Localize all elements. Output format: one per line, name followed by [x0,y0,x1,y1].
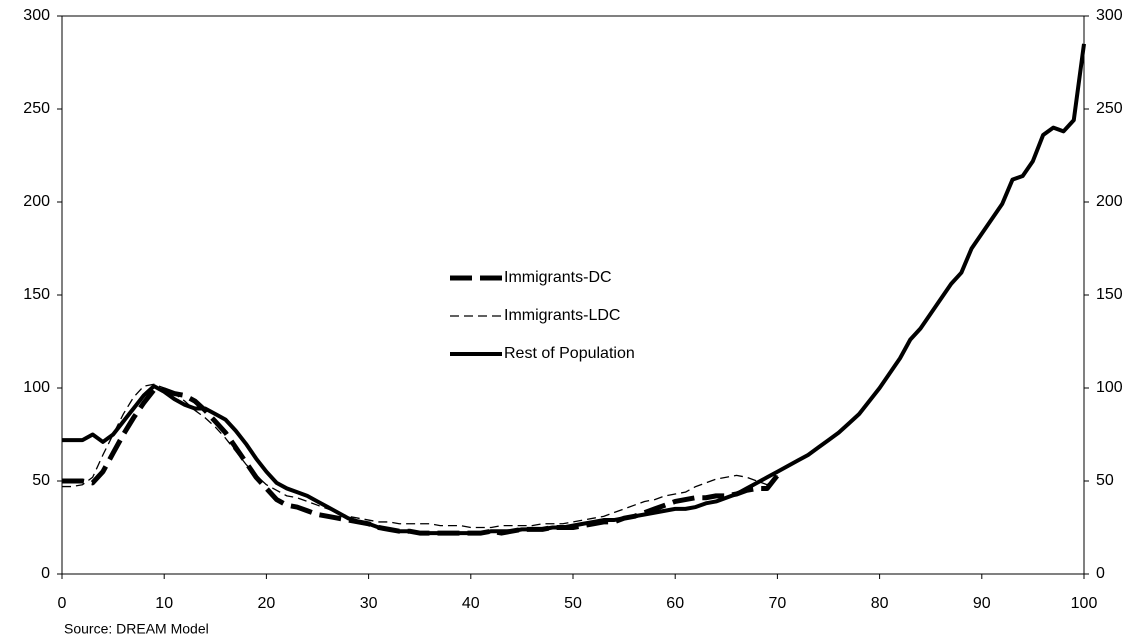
x-tick-label: 20 [258,595,276,612]
y2-tick-label: 50 [1096,472,1114,489]
y2-tick-label: 150 [1096,286,1123,303]
y-tick-label: 300 [23,7,50,24]
y2-tick-label: 300 [1096,7,1123,24]
legend-label: Immigrants-DC [504,269,612,286]
x-tick-label: 60 [666,595,684,612]
x-tick-label: 40 [462,595,480,612]
series-line [62,383,778,529]
x-tick-label: 0 [58,595,67,612]
x-tick-label: 10 [155,595,173,612]
x-tick-label: 100 [1071,595,1098,612]
y-tick-label: 50 [32,472,50,489]
plot-frame [61,15,1085,575]
legend-label: Immigrants-LDC [504,307,620,324]
x-tick-label: 80 [871,595,889,612]
legend-label: Rest of Population [504,345,635,362]
y-tick-label: 100 [23,379,50,396]
y-tick-label: 150 [23,286,50,303]
source-note: Source: DREAM Model [64,621,209,637]
y2-tick-label: 200 [1096,193,1123,210]
x-tick-label: 70 [769,595,787,612]
y-tick-label: 0 [41,565,50,582]
y2-tick-label: 0 [1096,565,1105,582]
y2-tick-label: 250 [1096,100,1123,117]
x-tick-label: 90 [973,595,991,612]
y2-tick-label: 100 [1096,379,1123,396]
series-line [62,43,1086,536]
y-tick-label: 200 [23,193,50,210]
x-tick-label: 30 [360,595,378,612]
x-tick-label: 50 [564,595,582,612]
y-tick-label: 250 [23,100,50,117]
